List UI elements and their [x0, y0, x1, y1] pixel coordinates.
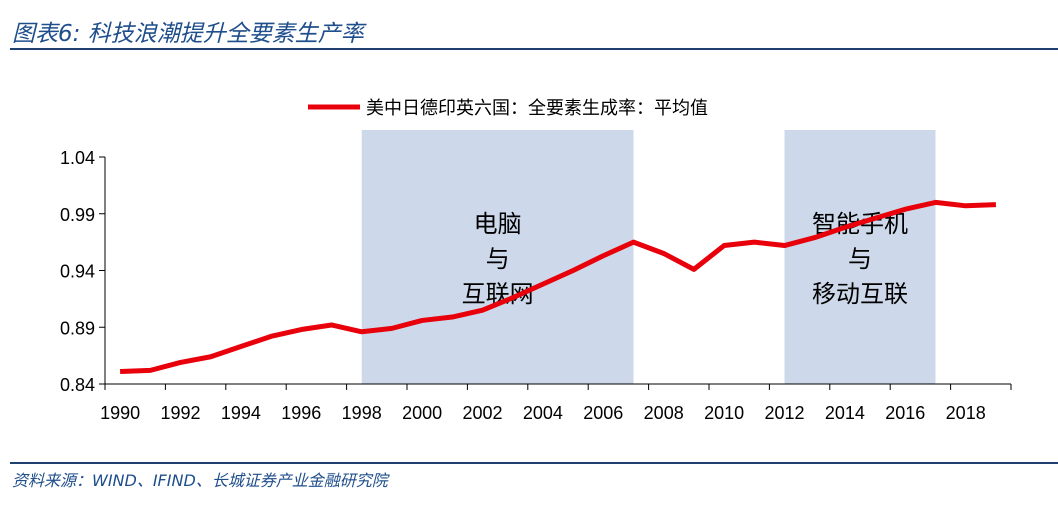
- y-tick-label: 0.84: [60, 375, 95, 395]
- x-tick-label: 1994: [221, 403, 261, 423]
- x-tick-label: 2014: [825, 403, 865, 423]
- region-label: 电脑: [474, 210, 522, 238]
- x-tick-label: 2012: [764, 403, 804, 423]
- y-tick-label: 0.94: [60, 262, 95, 282]
- region-label: 与: [848, 245, 872, 273]
- y-tick-label: 0.99: [60, 205, 95, 225]
- legend-label: 美中日德印英六国：全要素生成率：平均值: [366, 98, 708, 119]
- x-tick-label: 2010: [704, 403, 744, 423]
- region-label: 移动互联: [812, 280, 908, 308]
- x-tick-label: 1998: [342, 403, 382, 423]
- shaded-region-0: [361, 130, 634, 384]
- x-tick-label: 2006: [583, 403, 623, 423]
- x-tick-label: 2002: [462, 403, 502, 423]
- x-tick-label: 2018: [946, 403, 986, 423]
- footer-divider: [10, 462, 1058, 464]
- region-label: 与: [486, 245, 510, 273]
- x-tick-label: 1996: [281, 403, 321, 423]
- figure-title: 图表6: 科技浪潮提升全要素生产率: [12, 21, 364, 47]
- x-tick-label: 2016: [885, 403, 925, 423]
- title-divider: [10, 48, 1058, 50]
- series-line-0: [120, 199, 996, 375]
- shaded-region-1: [784, 130, 936, 384]
- y-tick-label: 1.04: [60, 148, 95, 168]
- x-tick-label: 2004: [523, 403, 563, 423]
- x-tick-label: 2008: [644, 403, 684, 423]
- x-tick-label: 1992: [160, 403, 200, 423]
- y-tick-label: 0.89: [60, 318, 95, 338]
- x-tick-label: 2000: [402, 403, 442, 423]
- source-note: 资料来源：WIND、IFIND、长城证券产业金融研究院: [12, 471, 388, 490]
- x-tick-label: 1990: [100, 403, 140, 423]
